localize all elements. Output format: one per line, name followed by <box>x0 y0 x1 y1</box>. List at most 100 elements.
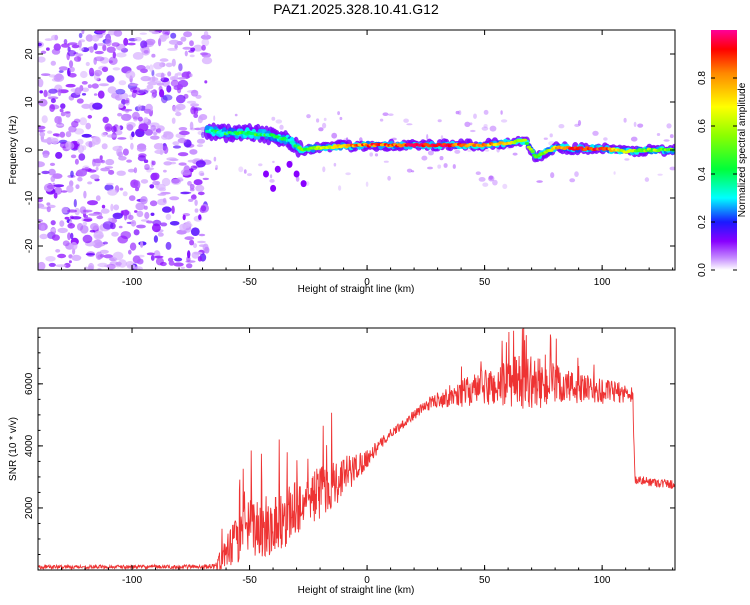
noise-blob <box>469 129 476 133</box>
noise-blob <box>137 104 142 111</box>
noise-blob <box>247 173 252 177</box>
noise-blob <box>118 80 127 86</box>
noise-blob <box>613 171 616 175</box>
noise-blob <box>500 110 503 115</box>
noise-blob <box>500 119 508 123</box>
noise-blob <box>258 163 263 167</box>
noise-blob <box>195 184 205 192</box>
noise-blob <box>38 78 44 88</box>
noise-blob <box>154 255 164 259</box>
spectrogram-y-ticks: -20 -10 0 10 20 <box>24 29 675 271</box>
noise-blob <box>488 175 495 182</box>
noise-blob <box>90 174 100 180</box>
noise-blob <box>38 125 46 130</box>
noise-blob <box>71 44 80 49</box>
noise-blob <box>403 118 409 123</box>
noise-blob <box>272 160 275 164</box>
noise-blob <box>140 68 148 74</box>
noise-blob <box>201 56 213 65</box>
noise-blob <box>193 243 197 249</box>
noise-blob <box>103 254 114 259</box>
noise-blob <box>77 223 84 231</box>
noise-blob <box>148 30 156 33</box>
noise-blob <box>122 148 129 156</box>
y-tick-label: 10 <box>24 96 35 108</box>
noise-blob <box>61 206 69 214</box>
noise-blob <box>623 117 627 123</box>
noise-blob <box>176 94 186 104</box>
noise-blob <box>550 172 555 179</box>
noise-blob <box>213 156 217 162</box>
noise-blob <box>202 177 209 181</box>
noise-blob <box>59 131 66 138</box>
noise-blob <box>316 118 320 123</box>
noise-blob <box>130 220 137 227</box>
noise-blob <box>121 108 133 112</box>
noise-blob <box>126 159 132 163</box>
noise-blob <box>82 209 93 213</box>
noise-blob <box>50 228 57 232</box>
noise-blob <box>57 253 67 259</box>
noise-blob <box>151 160 156 166</box>
noise-blob <box>159 58 169 62</box>
noise-blob <box>125 70 136 79</box>
noise-blob <box>174 257 183 262</box>
noise-blob <box>189 149 198 155</box>
noise-blob <box>173 262 184 267</box>
noise-blob <box>152 180 161 186</box>
noise-blob <box>140 179 149 184</box>
noise-blob <box>163 169 167 173</box>
noise-blob <box>59 220 65 227</box>
y-tick-label: 6000 <box>24 372 35 395</box>
noise-blob <box>197 191 205 196</box>
noise-blob <box>427 166 433 170</box>
noise-blob <box>46 47 50 51</box>
track-blob <box>274 165 281 173</box>
noise-blob <box>152 172 160 180</box>
noise-blob <box>482 182 489 187</box>
noise-blob <box>489 125 497 132</box>
noise-blob <box>238 166 244 173</box>
noise-blob <box>78 153 86 161</box>
noise-blob <box>189 73 193 78</box>
noise-blob <box>99 249 109 254</box>
noise-blob <box>38 198 43 203</box>
noise-blob <box>194 199 198 206</box>
noise-blob <box>57 227 68 234</box>
noise-blob <box>78 32 83 39</box>
noise-blob <box>189 239 195 246</box>
noise-blob <box>186 263 193 269</box>
noise-blob <box>93 57 97 65</box>
noise-blob <box>93 43 98 51</box>
noise-blob <box>337 111 340 116</box>
noise-blob <box>439 156 444 161</box>
noise-blob <box>60 103 66 109</box>
noise-blob <box>152 93 156 99</box>
noise-blob <box>452 164 456 169</box>
noise-blob <box>167 71 172 77</box>
noise-blob <box>91 83 99 89</box>
noise-blob <box>455 110 460 115</box>
noise-blob <box>81 93 87 96</box>
noise-blob <box>271 116 276 121</box>
noise-blob <box>151 53 156 58</box>
noise-blob <box>149 184 155 189</box>
noise-blob <box>91 34 100 42</box>
noise-blob <box>630 136 638 142</box>
noise-blob <box>129 242 137 251</box>
noise-blob <box>168 260 175 266</box>
y-tick-label: 2000 <box>24 496 35 519</box>
noise-blob <box>478 177 486 182</box>
noise-blob <box>194 208 199 213</box>
noise-blob <box>124 99 129 104</box>
noise-blob <box>67 50 77 57</box>
noise-blob <box>184 50 188 57</box>
noise-blob <box>83 214 89 218</box>
noise-blob <box>68 125 77 133</box>
snr-background <box>38 328 675 570</box>
noise-blob <box>107 217 113 222</box>
noise-blob <box>102 221 114 230</box>
noise-blob <box>184 236 195 241</box>
noise-blob <box>39 233 48 240</box>
noise-blob <box>65 83 76 88</box>
